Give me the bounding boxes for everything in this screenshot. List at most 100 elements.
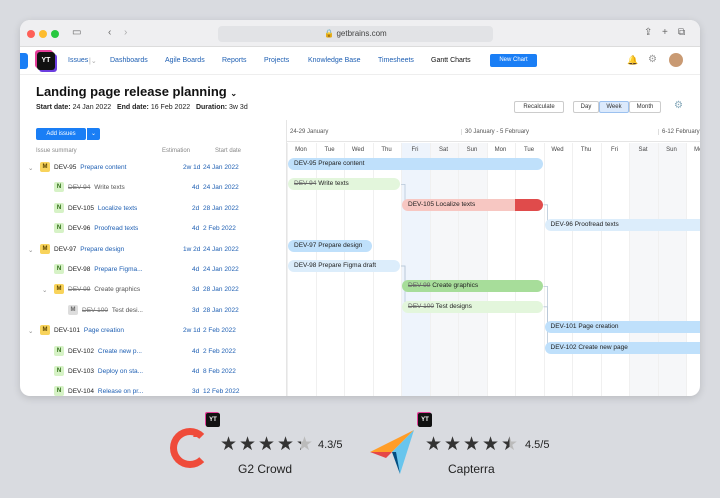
nav-reports[interactable]: Reports bbox=[222, 57, 247, 64]
table-row[interactable]: ⌄ M DEV-95 Prepare content 2w 1d 24 Jan 2022 bbox=[20, 158, 286, 178]
view-month-button[interactable]: Month bbox=[629, 101, 661, 113]
settings-icon[interactable]: ⚙ bbox=[648, 54, 657, 65]
gantt-bar[interactable]: DEV-95 Prepare content bbox=[288, 158, 543, 170]
issue-estimation[interactable]: 4d bbox=[192, 368, 200, 375]
nav-gantt-charts[interactable]: Gantt Charts bbox=[431, 57, 471, 64]
new-tab-icon[interactable]: + bbox=[662, 27, 668, 38]
nav-agile-boards[interactable]: Agile Boards bbox=[165, 57, 205, 64]
table-row[interactable]: ⌄ M DEV-97 Prepare design 1w 2d 24 Jan 2022 bbox=[20, 240, 286, 260]
issue-start-date[interactable]: 24 Jan 2022 bbox=[203, 184, 239, 192]
recalculate-button[interactable]: Recalculate bbox=[514, 101, 564, 113]
notifications-icon[interactable]: 🔔 bbox=[627, 55, 639, 65]
nav-issues[interactable]: Issues bbox=[68, 57, 89, 64]
issue-estimation[interactable]: 4d bbox=[192, 347, 200, 355]
issue-title[interactable]: Write texts bbox=[94, 184, 125, 192]
youtrack-logo[interactable]: YT bbox=[37, 52, 55, 70]
add-issues-dropdown-icon[interactable]: ⌄ bbox=[86, 128, 100, 140]
share-icon[interactable]: ⇪ bbox=[644, 27, 653, 38]
issue-title[interactable]: Page creation bbox=[83, 327, 125, 335]
add-issues-button[interactable]: Add issues bbox=[36, 128, 86, 140]
table-row[interactable]: ⌄ M DEV-101 Page creation 2w 1d 2 Feb 2022 bbox=[20, 321, 286, 341]
issue-title[interactable]: Create graphics bbox=[94, 286, 141, 294]
issue-start-date[interactable]: 28 Jan 2022 bbox=[203, 306, 239, 314]
nav-projects[interactable]: Projects bbox=[264, 57, 290, 64]
issue-id[interactable]: DEV-102 bbox=[68, 347, 95, 355]
address-bar[interactable]: 🔒 getbrains.com bbox=[218, 26, 493, 42]
issue-id[interactable]: DEV-98 bbox=[68, 266, 91, 273]
issue-title[interactable]: Prepare design bbox=[80, 245, 125, 253]
issue-id[interactable]: DEV-100 bbox=[82, 306, 109, 314]
issue-id[interactable]: DEV-103 bbox=[68, 368, 95, 375]
issue-title[interactable]: Prepare Figma... bbox=[94, 266, 143, 273]
issue-start-date[interactable]: 24 Jan 2022 bbox=[203, 245, 239, 253]
expand-chevron-icon[interactable]: ⌄ bbox=[28, 328, 34, 336]
issue-start-date[interactable]: 28 Jan 2022 bbox=[203, 286, 239, 294]
issue-title[interactable]: Release on pr... bbox=[97, 388, 144, 396]
gantt-bar[interactable]: DEV-105 Localize texts bbox=[402, 198, 543, 211]
issue-id[interactable]: DEV-95 bbox=[54, 164, 77, 171]
table-row[interactable]: M DEV-100 Test desi... 3d 28 Jan 2022 bbox=[20, 301, 286, 321]
table-row[interactable]: N DEV-103 Deploy on sta... 4d 8 Feb 2022 bbox=[20, 362, 286, 382]
issue-title[interactable]: Test desi... bbox=[111, 306, 143, 314]
tabs-icon[interactable]: ⧉ bbox=[678, 27, 686, 38]
issue-id[interactable]: DEV-105 bbox=[68, 204, 95, 212]
table-row[interactable]: N DEV-104 Release on pr... 3d 12 Feb 2022 bbox=[20, 382, 286, 396]
issue-id[interactable]: DEV-104 bbox=[68, 388, 95, 396]
issue-estimation[interactable]: 3d bbox=[192, 286, 200, 294]
table-row[interactable]: N DEV-98 Prepare Figma... 4d 24 Jan 2022 bbox=[20, 260, 286, 280]
issue-title[interactable]: Deploy on sta... bbox=[97, 368, 144, 375]
issue-start-date[interactable]: 12 Feb 2022 bbox=[203, 388, 240, 396]
issue-estimation[interactable]: 3d bbox=[192, 388, 200, 396]
chevron-down-icon[interactable]: |⌄ bbox=[89, 58, 97, 65]
expand-chevron-icon[interactable]: ⌄ bbox=[28, 246, 34, 254]
issue-start-date[interactable]: 24 Jan 2022 bbox=[203, 164, 239, 171]
view-week-button[interactable]: Week bbox=[599, 101, 629, 113]
gantt-bar[interactable]: DEV-96 Proofread texts bbox=[544, 219, 700, 232]
issue-id[interactable]: DEV-99 bbox=[68, 286, 91, 294]
gantt-bar[interactable]: DEV-97 Prepare design bbox=[288, 239, 372, 252]
table-row[interactable]: N DEV-105 Localize texts 2d 28 Jan 2022 bbox=[20, 199, 286, 219]
issue-start-date[interactable]: 8 Feb 2022 bbox=[203, 368, 236, 375]
zoom-dot[interactable] bbox=[51, 30, 59, 38]
issue-id[interactable]: DEV-96 bbox=[68, 225, 91, 233]
gantt-bar[interactable]: DEV-99 Create graphics bbox=[402, 280, 543, 293]
gantt-bar[interactable]: DEV-98 Prepare Figma draft bbox=[288, 260, 400, 272]
issue-start-date[interactable]: 24 Jan 2022 bbox=[203, 266, 239, 273]
issue-estimation[interactable]: 3d bbox=[192, 306, 200, 314]
back-icon[interactable]: ‹ bbox=[108, 27, 112, 38]
issue-id[interactable]: DEV-94 bbox=[68, 184, 91, 192]
view-day-button[interactable]: Day bbox=[573, 101, 599, 113]
avatar[interactable] bbox=[669, 53, 683, 67]
nav-dashboards[interactable]: Dashboards bbox=[110, 57, 148, 64]
expand-chevron-icon[interactable]: ⌄ bbox=[28, 165, 34, 172]
table-row[interactable]: N DEV-94 Write texts 4d 24 Jan 2022 bbox=[20, 178, 286, 198]
minimize-dot[interactable] bbox=[39, 30, 47, 38]
table-row[interactable]: N DEV-96 Proofread texts 4d 2 Feb 2022 bbox=[20, 219, 286, 239]
issue-estimation[interactable]: 4d bbox=[192, 184, 200, 192]
issue-estimation[interactable]: 1w 2d bbox=[183, 245, 201, 253]
new-chart-button[interactable]: New Chart bbox=[490, 54, 537, 67]
gantt-bar[interactable]: DEV-94 Write texts bbox=[288, 178, 400, 191]
issue-start-date[interactable]: 2 Feb 2022 bbox=[203, 327, 236, 335]
chart-settings-icon[interactable]: ⚙ bbox=[674, 100, 683, 111]
issue-id[interactable]: DEV-101 bbox=[54, 327, 81, 335]
issue-title[interactable]: Create new p... bbox=[97, 347, 142, 355]
issue-title[interactable]: Localize texts bbox=[97, 204, 138, 212]
gantt-bar[interactable]: DEV-102 Create new page bbox=[544, 341, 700, 354]
nav-timesheets[interactable]: Timesheets bbox=[378, 57, 414, 64]
nav-knowledge-base[interactable]: Knowledge Base bbox=[308, 57, 361, 64]
pen-icon[interactable] bbox=[20, 53, 28, 69]
table-row[interactable]: ⌄ M DEV-99 Create graphics 3d 28 Jan 2022 bbox=[20, 280, 286, 300]
table-row[interactable]: N DEV-102 Create new p... 4d 2 Feb 2022 bbox=[20, 342, 286, 362]
close-dot[interactable] bbox=[27, 30, 35, 38]
issue-start-date[interactable]: 2 Feb 2022 bbox=[203, 347, 236, 355]
issue-title[interactable]: Prepare content bbox=[80, 164, 127, 171]
issue-estimation[interactable]: 4d bbox=[192, 266, 200, 273]
issue-start-date[interactable]: 28 Jan 2022 bbox=[203, 204, 239, 212]
gantt-bar[interactable]: DEV-101 Page creation bbox=[544, 321, 700, 334]
issue-start-date[interactable]: 2 Feb 2022 bbox=[203, 225, 236, 233]
issue-id[interactable]: DEV-97 bbox=[54, 245, 77, 253]
issue-estimation[interactable]: 2d bbox=[192, 204, 200, 212]
sidebar-toggle-icon[interactable]: ▭ bbox=[72, 27, 82, 38]
forward-icon[interactable]: › bbox=[124, 27, 128, 38]
